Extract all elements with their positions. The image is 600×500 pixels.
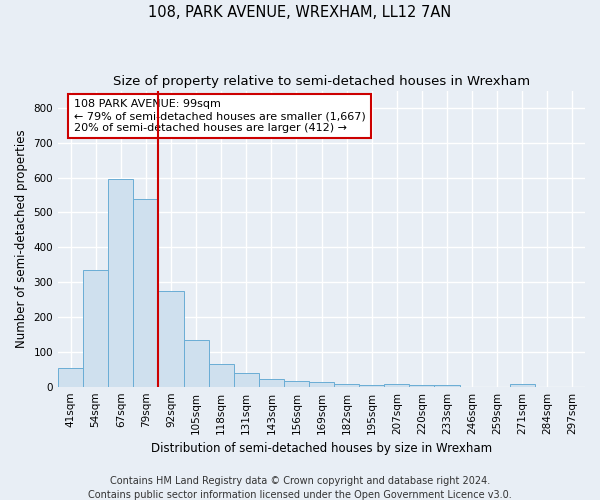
X-axis label: Distribution of semi-detached houses by size in Wrexham: Distribution of semi-detached houses by …	[151, 442, 492, 455]
Bar	[409, 385, 434, 386]
Bar	[334, 384, 359, 386]
Bar	[309, 382, 334, 386]
Bar	[510, 384, 535, 386]
Bar	[233, 372, 259, 386]
Bar	[384, 384, 409, 386]
Text: 108, PARK AVENUE, WREXHAM, LL12 7AN: 108, PARK AVENUE, WREXHAM, LL12 7AN	[148, 5, 452, 20]
Title: Size of property relative to semi-detached houses in Wrexham: Size of property relative to semi-detach…	[113, 75, 530, 88]
Bar	[158, 291, 184, 386]
Bar	[58, 368, 83, 386]
Bar	[108, 180, 133, 386]
Y-axis label: Number of semi-detached properties: Number of semi-detached properties	[15, 130, 28, 348]
Bar	[133, 198, 158, 386]
Bar	[209, 364, 233, 386]
Text: Contains HM Land Registry data © Crown copyright and database right 2024.
Contai: Contains HM Land Registry data © Crown c…	[88, 476, 512, 500]
Bar	[359, 385, 384, 386]
Bar	[284, 381, 309, 386]
Bar	[434, 384, 460, 386]
Bar	[83, 270, 108, 386]
Bar	[184, 340, 209, 386]
Bar	[259, 379, 284, 386]
Text: 108 PARK AVENUE: 99sqm
← 79% of semi-detached houses are smaller (1,667)
20% of : 108 PARK AVENUE: 99sqm ← 79% of semi-det…	[74, 100, 365, 132]
